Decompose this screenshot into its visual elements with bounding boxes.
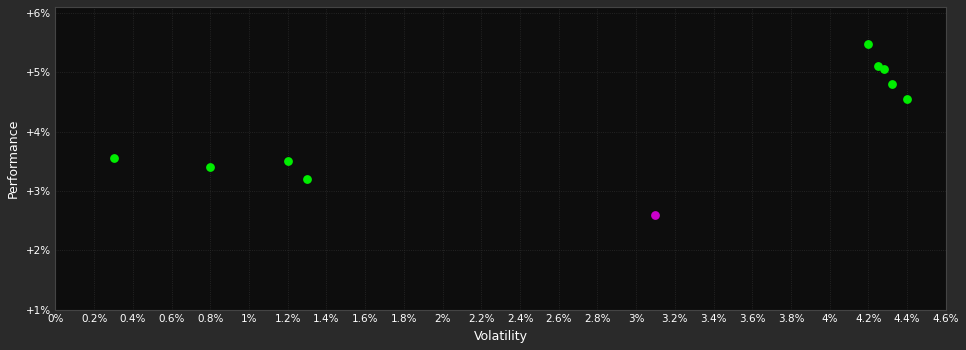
Point (884, 81, 899, 87)
Point (299, 176, 315, 182)
Point (648, 212, 664, 217)
Point (280, 159, 296, 164)
Point (899, 96, 915, 102)
X-axis label: Volatility: Volatility (473, 330, 527, 343)
Point (861, 41, 876, 47)
Y-axis label: Performance: Performance (7, 119, 20, 198)
Point (106, 155, 122, 161)
Point (203, 164, 218, 170)
Point (870, 63, 886, 69)
Point (876, 66, 892, 72)
